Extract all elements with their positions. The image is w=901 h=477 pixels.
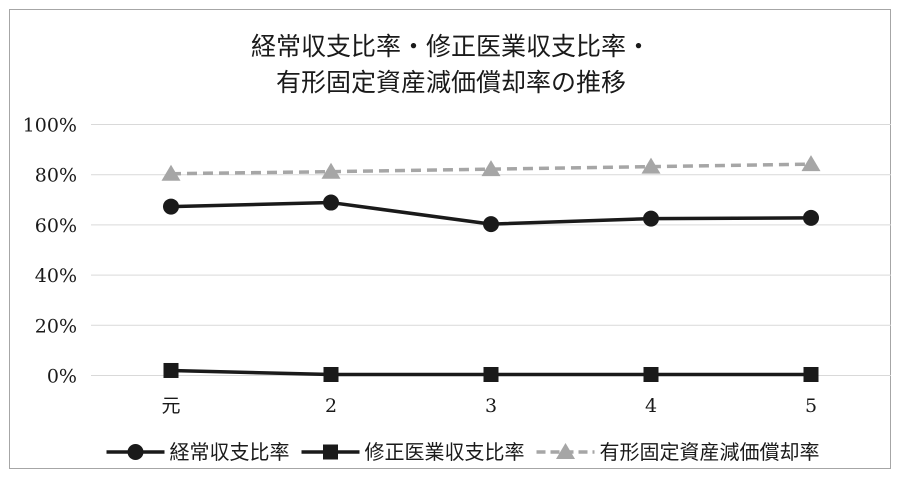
data-point-square	[323, 366, 339, 382]
legend-item: 経常収支比率	[106, 440, 290, 464]
legend-label: 経常収支比率	[170, 440, 290, 464]
data-point-circle	[803, 209, 819, 226]
chart-frame	[9, 9, 891, 469]
y-tick-label: 60%	[35, 215, 77, 237]
x-tick-label: 2	[325, 395, 337, 417]
data-point-square	[163, 362, 179, 378]
y-tick-label: 20%	[35, 315, 77, 337]
data-point-square	[643, 366, 659, 382]
x-tick-label: 5	[805, 395, 817, 417]
data-point-triangle	[641, 157, 661, 174]
y-axis-tick-labels: 0% 20% 40% 60% 80% 100%	[23, 115, 77, 388]
legend-item: 有形固定資産減価償却率	[536, 440, 820, 464]
legend-item: 修正医業収支比率	[301, 440, 525, 464]
data-point-circle	[323, 194, 339, 211]
chart-title-line-1: 経常収支比率・修正医業収支比率・	[251, 32, 651, 61]
y-tick-label: 0%	[47, 366, 77, 388]
legend-label: 有形固定資産減価償却率	[600, 440, 820, 464]
legend: 経常収支比率 修正医業収支比率 有形固定資産減価償却率	[106, 440, 820, 464]
chart-title-line-2: 有形固定資産減価償却率の推移	[276, 68, 626, 97]
legend-swatch-circle	[127, 444, 144, 460]
data-point-triangle	[161, 164, 181, 181]
data-point-square	[483, 366, 499, 382]
x-tick-label: 元	[161, 395, 180, 417]
data-point-triangle	[481, 160, 501, 177]
x-tick-label: 3	[485, 395, 497, 417]
legend-label: 修正医業収支比率	[365, 440, 525, 464]
x-tick-label: 4	[645, 395, 657, 417]
y-tick-label: 40%	[35, 265, 77, 287]
data-point-circle	[483, 216, 499, 233]
data-point-triangle	[801, 155, 821, 172]
legend-swatch-square	[323, 444, 338, 460]
y-tick-label: 80%	[35, 165, 77, 187]
data-point-square	[803, 366, 819, 382]
x-axis-tick-labels: 元 2 3 4 5	[161, 395, 817, 417]
data-point-circle	[163, 198, 179, 215]
data-point-circle	[643, 210, 659, 227]
data-point-triangle	[321, 162, 341, 179]
series-markers	[161, 155, 821, 382]
legend-swatch-triangle	[556, 443, 575, 459]
y-tick-label: 100%	[23, 115, 77, 137]
